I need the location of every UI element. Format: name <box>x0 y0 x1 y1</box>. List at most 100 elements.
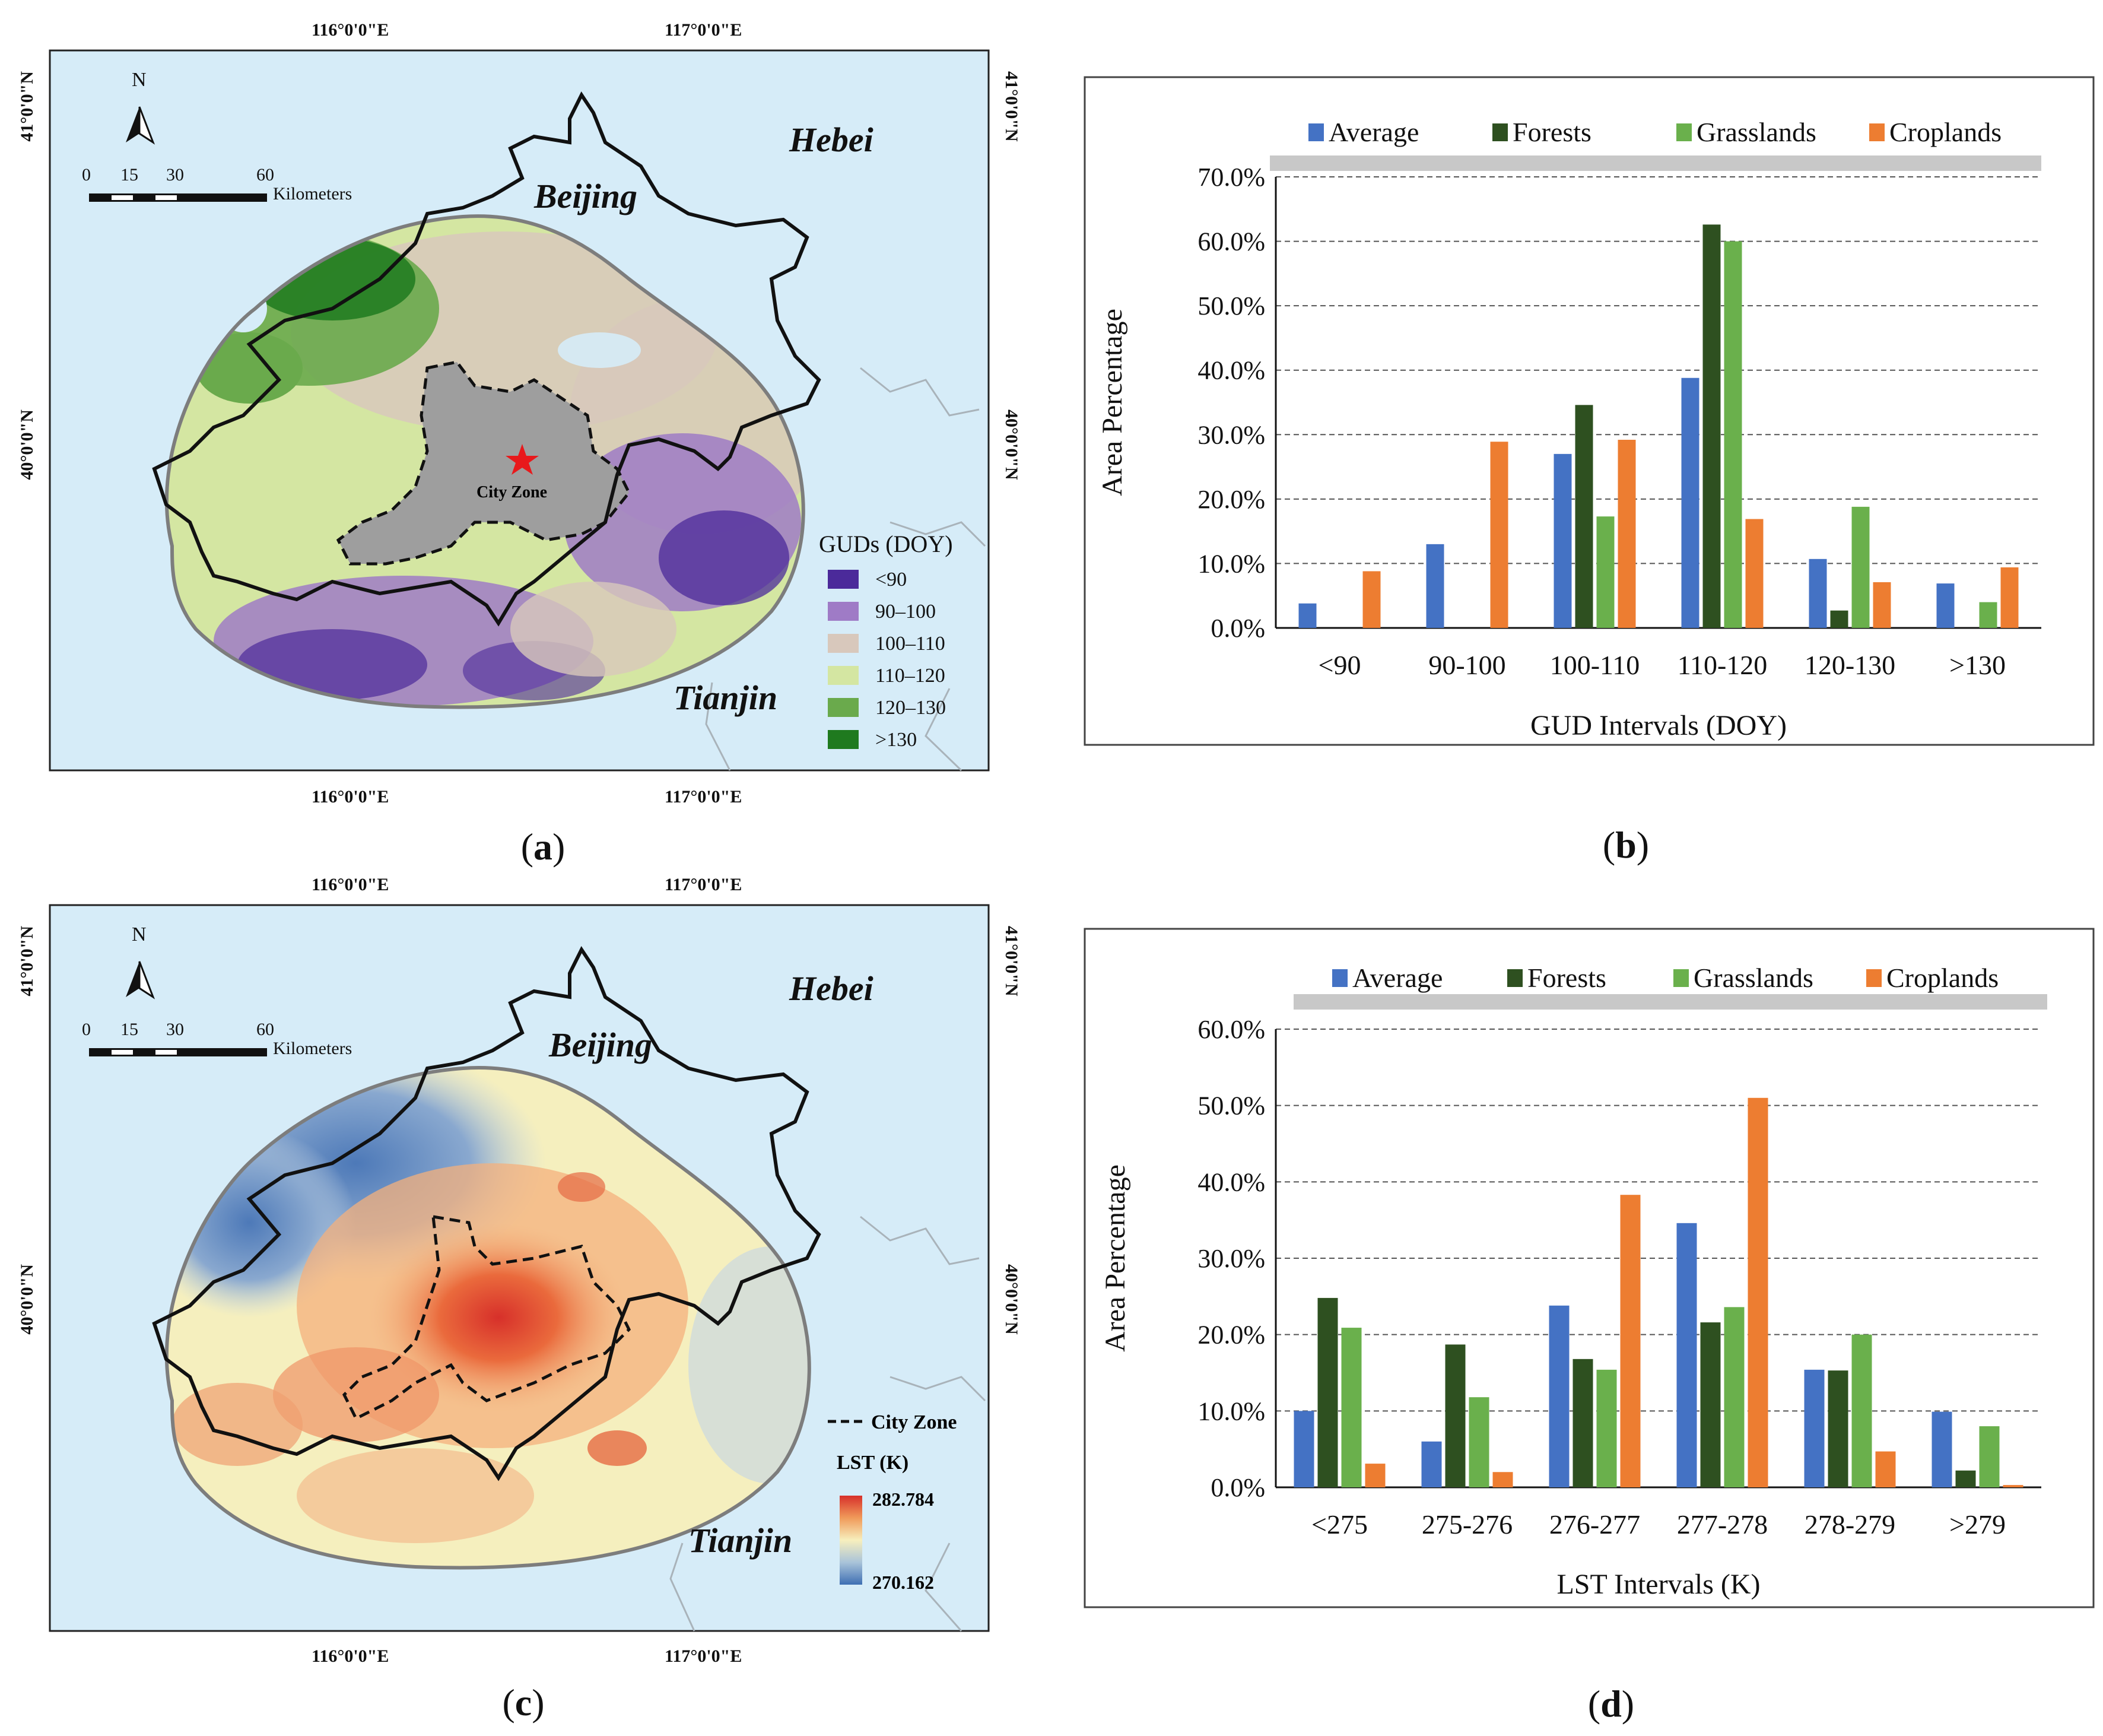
y-axis-title: Area Percentage <box>1100 1164 1131 1352</box>
lon-label: 117°0'0"E <box>665 1646 742 1666</box>
bar-croplands <box>1490 442 1508 628</box>
y-tick-label: 70.0% <box>1197 163 1265 192</box>
legend-swatch <box>1308 123 1324 141</box>
lat-label: 41°0'0"N <box>17 71 37 142</box>
bar-forests <box>1317 1297 1338 1487</box>
region-beijing: Beijing <box>533 177 637 215</box>
bar-average <box>1676 1223 1697 1487</box>
scale-tick: 15 <box>120 1020 138 1039</box>
panel-label-c: (c) <box>502 1681 544 1724</box>
legend-label: <90 <box>875 569 907 591</box>
y-tick-label: 10.0% <box>1197 1397 1265 1426</box>
chart-frame <box>1084 928 2095 1608</box>
bar-forests <box>1445 1344 1466 1487</box>
y-tick-label: 30.0% <box>1197 420 1265 449</box>
bar-grasslands <box>1596 516 1615 628</box>
bar-forests <box>1700 1322 1721 1487</box>
map-panel-c: N 0 15 30 60 Kilometers Hebei Beijing Ti… <box>17 875 1021 1724</box>
legend-swatch <box>1507 969 1523 987</box>
legend-swatch <box>1869 123 1885 141</box>
lon-label: 116°0'0"E <box>312 787 389 807</box>
lat-label: 40°0'0"N <box>17 1264 37 1335</box>
x-tick-label: >279 <box>1949 1509 2006 1540</box>
legend-label: Grasslands <box>1694 963 1813 993</box>
region-tianjin: Tianjin <box>674 678 777 717</box>
region-beijing: Beijing <box>548 1026 652 1064</box>
lon-label: 117°0'0"E <box>665 20 742 40</box>
scale-tick: 15 <box>120 165 138 185</box>
x-tick-label: >130 <box>1949 650 2006 680</box>
legend-min: 270.162 <box>872 1572 934 1593</box>
city-zone-label: City Zone <box>476 483 547 502</box>
bar-average <box>1554 453 1572 628</box>
x-tick-label: 120-130 <box>1805 650 1895 680</box>
y-tick-label: 50.0% <box>1197 1091 1265 1121</box>
legend-label: Forests <box>1527 963 1606 993</box>
legend-max: 282.784 <box>872 1489 934 1510</box>
scale-unit: Kilometers <box>273 184 352 204</box>
x-axis-title: GUD Intervals (DOY) <box>1530 710 1787 741</box>
lon-label: 117°0'0"E <box>665 875 742 894</box>
scale-tick: 0 <box>82 1020 91 1039</box>
y-tick-label: 40.0% <box>1197 1167 1265 1197</box>
panel-label-d: (d) <box>1588 1683 1634 1725</box>
x-tick-label: 90-100 <box>1428 650 1505 680</box>
legend-shadow <box>1270 155 2041 171</box>
legend-swatch <box>828 666 859 685</box>
legend-label: Croplands <box>1889 117 2002 147</box>
y-tick-label: 20.0% <box>1197 1321 1265 1350</box>
scale-tick: 60 <box>256 165 274 185</box>
bar-chart-gud: 0.0% 10.0% 20.0% 30.0% 40.0% 50.0% 60.0% 70.0% <… <box>1084 76 2095 866</box>
bar-average <box>1298 603 1317 628</box>
bar-forests <box>1702 224 1721 628</box>
legend-label: >130 <box>875 729 917 751</box>
legend-swatch <box>1332 969 1348 987</box>
region-hebei: Hebei <box>789 969 873 1008</box>
legend-swatch <box>828 570 859 589</box>
y-tick-label: 0.0% <box>1211 1473 1265 1502</box>
bar-croplands <box>2000 567 2019 628</box>
legend-city-zone: City Zone <box>871 1411 957 1433</box>
lon-label: 116°0'0"E <box>312 20 389 40</box>
y-tick-label: 30.0% <box>1197 1244 1265 1273</box>
y-tick-label: 20.0% <box>1197 485 1265 514</box>
bar-croplands <box>1620 1195 1641 1487</box>
legend-label: Grasslands <box>1697 117 1816 147</box>
lat-label: 40°0'0"N <box>17 410 37 480</box>
bar-grasslands <box>1979 602 1997 628</box>
legend-label: Forests <box>1513 117 1591 147</box>
scale-unit: Kilometers <box>273 1039 352 1058</box>
bar-croplands <box>1365 1464 1386 1487</box>
lat-label: 41°0'0"N <box>1002 71 1021 142</box>
bar-chart-lst: 0.0% 10.0% 20.0% 30.0% 40.0% 50.0% 60.0% <275 27… <box>1084 928 2095 1725</box>
bar-croplands <box>1875 1451 1896 1487</box>
bar-forests <box>1955 1470 1976 1487</box>
legend-title: GUDs (DOY) <box>819 531 953 557</box>
lat-label: 41°0'0"N <box>1002 926 1021 996</box>
x-tick-label: <90 <box>1319 650 1361 680</box>
legend-title: LST (K) <box>837 1452 908 1474</box>
legend-label: 100–110 <box>875 633 945 655</box>
scale-tick: 0 <box>82 165 91 185</box>
north-arrow: N <box>126 69 155 145</box>
y-tick-label: 60.0% <box>1197 227 1265 256</box>
legend-swatch <box>828 602 859 621</box>
bar-average <box>1426 544 1444 628</box>
bar-grasslands <box>1724 1307 1745 1487</box>
y-tick-label: 40.0% <box>1197 356 1265 385</box>
bar-average <box>1681 377 1699 628</box>
y-tick-label: 0.0% <box>1211 614 1265 643</box>
scale-bar: 0 15 30 60 Kilometers <box>82 165 352 204</box>
north-arrow: N <box>126 923 155 999</box>
bar-croplands <box>1362 571 1381 628</box>
panel-label-a: (a) <box>521 826 566 868</box>
bar-grasslands <box>1469 1397 1489 1487</box>
x-axis-title: LST Intervals (K) <box>1556 1569 1760 1600</box>
scale-bar: 0 15 30 60 Kilometers <box>82 1020 352 1058</box>
y-tick-label: 50.0% <box>1197 291 1265 320</box>
bar-average <box>1809 558 1827 628</box>
study-area-boundary <box>165 214 805 709</box>
region-tianjin: Tianjin <box>688 1521 792 1560</box>
y-tick-label: 10.0% <box>1197 549 1265 578</box>
